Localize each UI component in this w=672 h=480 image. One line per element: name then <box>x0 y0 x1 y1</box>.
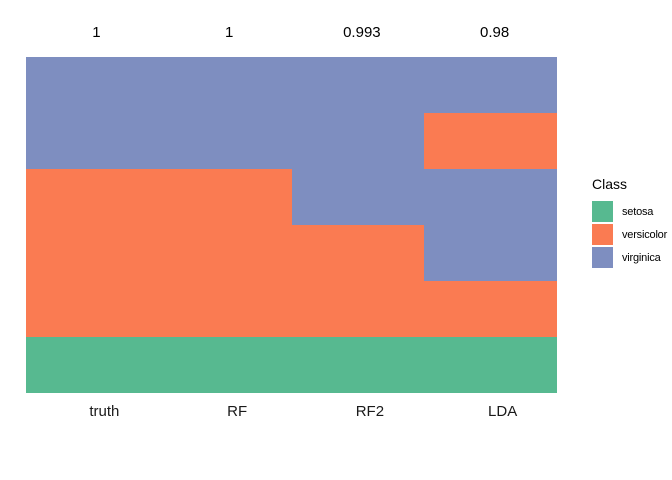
legend: Class setosa versicolor virginica <box>592 176 667 270</box>
legend-swatch-virginica <box>592 247 613 268</box>
legend-title: Class <box>592 176 628 192</box>
x-axis-label-RF2: RF2 <box>355 403 385 420</box>
segment-setosa <box>26 336 159 393</box>
segment-virginica <box>26 57 159 169</box>
accuracy-label-RF: 1 <box>224 24 234 41</box>
column-RF <box>158 57 292 393</box>
legend-label-versicolor: versicolor <box>622 228 668 241</box>
segment-versicolor <box>291 225 425 337</box>
legend-items: setosa versicolor virginica <box>592 201 667 268</box>
legend-item-virginica: virginica <box>592 247 667 268</box>
segment-versicolor <box>424 280 557 337</box>
segment-versicolor <box>424 113 557 169</box>
accuracy-label-truth: 1 <box>92 24 101 41</box>
segment-versicolor <box>158 168 292 337</box>
accuracy-label-RF2: 0.993 <box>343 24 381 41</box>
legend-label-setosa: setosa <box>622 205 654 218</box>
segment-versicolor <box>26 168 159 337</box>
segment-setosa <box>291 336 425 393</box>
column-truth <box>26 57 159 393</box>
legend-item-versicolor: versicolor <box>592 224 667 245</box>
segment-virginica <box>424 169 557 281</box>
legend-label-virginica: virginica <box>622 251 661 264</box>
segment-virginica <box>158 57 292 169</box>
segment-virginica <box>424 57 557 113</box>
column-RF2 <box>291 57 425 393</box>
legend-item-setosa: setosa <box>592 201 667 222</box>
x-axis-label-LDA: LDA <box>488 403 518 420</box>
column-LDA <box>424 57 557 393</box>
plot-area <box>26 57 557 393</box>
segment-setosa <box>424 336 557 393</box>
segment-virginica <box>291 57 425 225</box>
segment-setosa <box>158 336 292 393</box>
accuracy-labels-row: 1 1 0.993 0.98 <box>26 24 557 42</box>
legend-swatch-setosa <box>592 201 613 222</box>
x-axis-labels-row: truth RF RF2 LDA <box>26 404 557 420</box>
accuracy-label-LDA: 0.98 <box>480 24 510 41</box>
x-axis-label-RF: RF <box>227 403 248 420</box>
x-axis-label-truth: truth <box>89 403 120 420</box>
legend-swatch-versicolor <box>592 224 613 245</box>
